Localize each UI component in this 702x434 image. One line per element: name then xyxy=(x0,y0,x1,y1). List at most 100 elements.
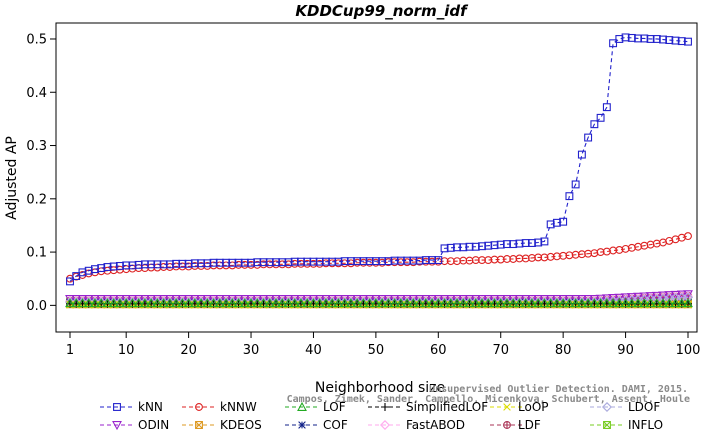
y-tick-label: 0.1 xyxy=(26,246,47,261)
data-point xyxy=(115,298,125,308)
plot-frame xyxy=(55,22,698,333)
data-point xyxy=(364,298,375,308)
legend-marker xyxy=(503,421,511,429)
data-point xyxy=(83,298,94,308)
legend-item-kdeos: KDEOS xyxy=(182,418,262,432)
legend-marker xyxy=(112,421,122,431)
data-point xyxy=(308,298,319,308)
data-point xyxy=(533,298,544,308)
data-point xyxy=(402,298,413,308)
data-point xyxy=(134,260,143,269)
data-point xyxy=(534,238,543,247)
data-point xyxy=(651,298,662,308)
data-point xyxy=(103,263,112,271)
data-point xyxy=(277,298,288,308)
legend-label: FastABOD xyxy=(406,418,465,432)
legend-label: KDEOS xyxy=(220,418,262,432)
data-point xyxy=(378,257,387,266)
data-point xyxy=(614,298,625,308)
data-point xyxy=(453,243,461,252)
data-point xyxy=(434,256,443,265)
y-tick-label: 0.3 xyxy=(26,139,47,154)
data-point xyxy=(508,298,519,308)
data-point xyxy=(222,258,231,267)
x-axis: 1 10 20 30 40 50 60 70 80 90 100 xyxy=(66,331,700,358)
data-point xyxy=(234,258,243,267)
data-point xyxy=(321,298,331,308)
x-tick-label: 60 xyxy=(430,343,447,358)
data-point xyxy=(459,256,468,265)
data-point xyxy=(620,298,631,308)
legend-label: LoOP xyxy=(518,400,549,414)
data-point xyxy=(515,239,524,248)
data-point xyxy=(489,298,500,308)
data-point xyxy=(570,298,581,308)
data-point xyxy=(178,259,187,268)
data-point xyxy=(314,298,325,308)
data-point xyxy=(490,255,499,264)
data-point xyxy=(290,257,299,266)
data-point xyxy=(66,277,74,286)
data-point xyxy=(352,298,363,308)
data-point xyxy=(395,298,406,308)
data-point xyxy=(345,298,356,308)
data-point xyxy=(602,103,611,112)
data-point xyxy=(684,232,692,241)
data-point xyxy=(152,298,163,308)
data-point xyxy=(133,298,144,308)
data-point xyxy=(271,298,281,308)
watermark-line-2: Campos, Zimek, Sander, Campello, Micenko… xyxy=(287,393,690,405)
data-point xyxy=(309,257,318,266)
data-point xyxy=(551,298,562,308)
data-point xyxy=(408,298,419,308)
x-tick-label: 70 xyxy=(492,343,509,358)
data-point xyxy=(496,240,505,249)
legend-marker xyxy=(381,403,389,411)
data-point xyxy=(197,259,206,268)
data-point xyxy=(659,35,667,44)
legend-marker xyxy=(195,403,203,411)
data-point xyxy=(571,180,580,189)
data-point xyxy=(684,37,692,46)
y-axis-title: Adjusted AP xyxy=(4,136,20,220)
data-point xyxy=(115,261,124,270)
data-point xyxy=(159,260,168,269)
data-point xyxy=(90,298,100,308)
data-point xyxy=(165,260,174,269)
legend-item-cof: COF xyxy=(285,418,348,432)
series-layer xyxy=(65,33,693,309)
data-point xyxy=(633,298,643,308)
data-point xyxy=(514,298,525,308)
legend-marker xyxy=(503,403,511,411)
data-point xyxy=(583,298,594,308)
data-point xyxy=(540,237,549,246)
data-point xyxy=(202,298,213,308)
data-point xyxy=(615,35,624,43)
data-point xyxy=(164,298,175,308)
series-line xyxy=(69,36,689,282)
data-point xyxy=(471,242,480,251)
data-point xyxy=(627,33,636,42)
data-point xyxy=(502,298,512,308)
x-tick-label: 10 xyxy=(118,343,135,358)
data-point xyxy=(196,298,207,308)
data-point xyxy=(527,239,536,247)
data-point xyxy=(495,298,506,308)
x-tick-label: 90 xyxy=(617,343,634,358)
data-point xyxy=(414,298,425,308)
data-point xyxy=(259,258,268,267)
legend-marker xyxy=(298,421,306,429)
data-point xyxy=(203,259,212,268)
data-point xyxy=(427,298,437,308)
data-point xyxy=(252,298,263,308)
legend-marker xyxy=(602,402,612,412)
data-point xyxy=(121,298,132,308)
x-tick-label: 30 xyxy=(243,343,260,358)
data-point xyxy=(214,298,225,308)
data-point xyxy=(109,262,118,271)
x-tick-label: 20 xyxy=(180,343,197,358)
data-point xyxy=(389,298,400,308)
data-point xyxy=(209,258,218,267)
data-point xyxy=(253,258,262,267)
data-point xyxy=(171,298,182,308)
